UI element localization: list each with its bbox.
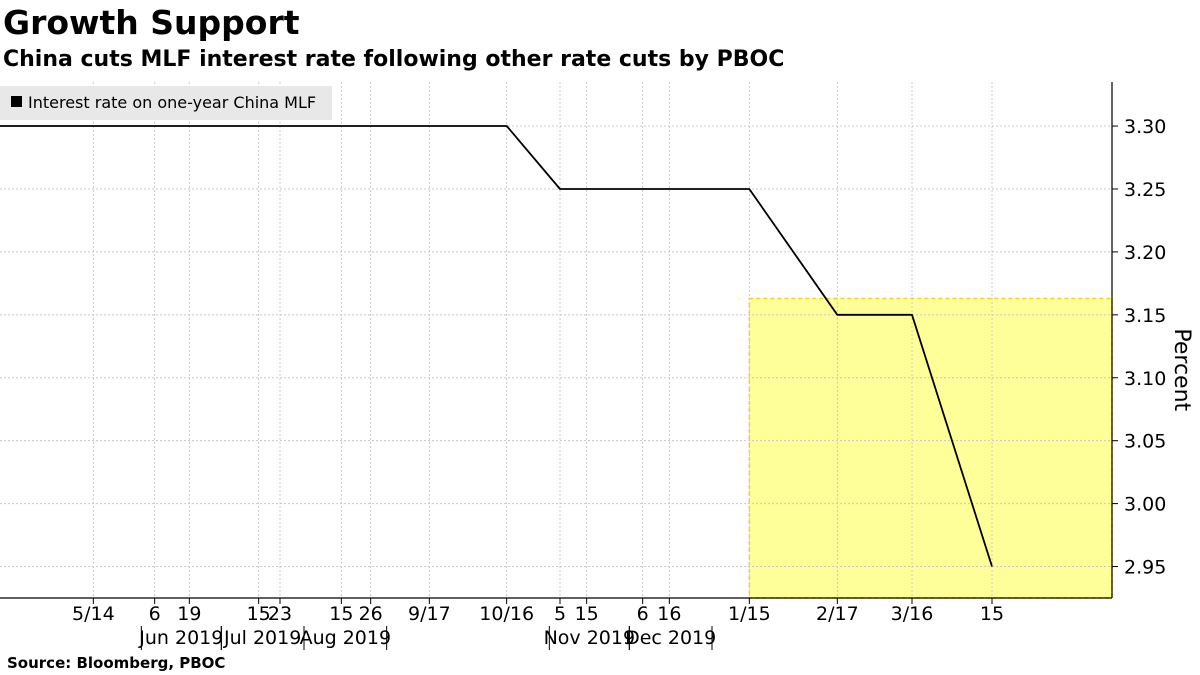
chart-subtitle: China cuts MLF interest rate following o… <box>3 47 785 72</box>
month-label: Jul 2019 <box>223 627 301 649</box>
series-line <box>0 125 993 567</box>
x-tick-label: 16 <box>657 603 681 625</box>
month-label: Nov 2019 <box>544 627 635 649</box>
x-tick-label: 10/16 <box>479 603 534 625</box>
x-tick-label: 15 <box>575 603 599 625</box>
legend-swatch <box>11 96 22 107</box>
y-tick-label: 3.15 <box>1124 305 1166 327</box>
x-tick-label: 3/16 <box>891 603 934 625</box>
month-label: Jun 2019 <box>138 627 223 649</box>
y-tick-label: 2.95 <box>1124 557 1166 579</box>
y-tick-label: 3.25 <box>1124 179 1166 201</box>
x-tick-label: 2/17 <box>816 603 859 625</box>
series-layer <box>0 125 993 567</box>
x-tick-label: 5 <box>554 603 566 625</box>
chart-title: Growth Support <box>3 3 300 42</box>
legend-label: Interest rate on one-year China MLF <box>28 93 316 112</box>
month-label: Aug 2019 <box>300 627 392 649</box>
y-axis-label: Percent <box>1169 328 1194 411</box>
x-tick-label: 6 <box>637 603 649 625</box>
axis-layer: 2.95 3.00 3.05 3.10 3.15 3.20 3.25 3.30 5/14 6 19 1… <box>0 82 1194 650</box>
x-tick-label: 23 <box>268 603 292 625</box>
source-note: Source: Bloomberg, PBOC <box>7 654 226 672</box>
x-tick-label: 15 <box>247 603 271 625</box>
x-tick-label: 19 <box>177 603 201 625</box>
y-tick-label: 3.05 <box>1124 431 1166 453</box>
y-tick-label: 3.10 <box>1124 368 1166 390</box>
x-tick-label: 26 <box>359 603 383 625</box>
legend-layer: Interest rate on one-year China MLF <box>0 86 332 120</box>
x-tick-label: 15 <box>980 603 1004 625</box>
x-tick-label: 5/14 <box>72 603 115 625</box>
y-tick-label: 3.20 <box>1124 242 1166 264</box>
x-tick-label: 9/17 <box>408 603 451 625</box>
x-tick-label: 15 <box>329 603 353 625</box>
y-tick-label: 3.30 <box>1124 116 1166 138</box>
y-tick-label: 3.00 <box>1124 494 1166 516</box>
highlight-region <box>748 297 1113 599</box>
x-tick-label: 6 <box>149 603 161 625</box>
highlight-layer <box>748 297 1113 599</box>
x-tick-label: 1/15 <box>728 603 771 625</box>
grid-layer <box>0 82 1112 598</box>
month-label: Dec 2019 <box>625 627 716 649</box>
legend-box <box>0 86 332 120</box>
